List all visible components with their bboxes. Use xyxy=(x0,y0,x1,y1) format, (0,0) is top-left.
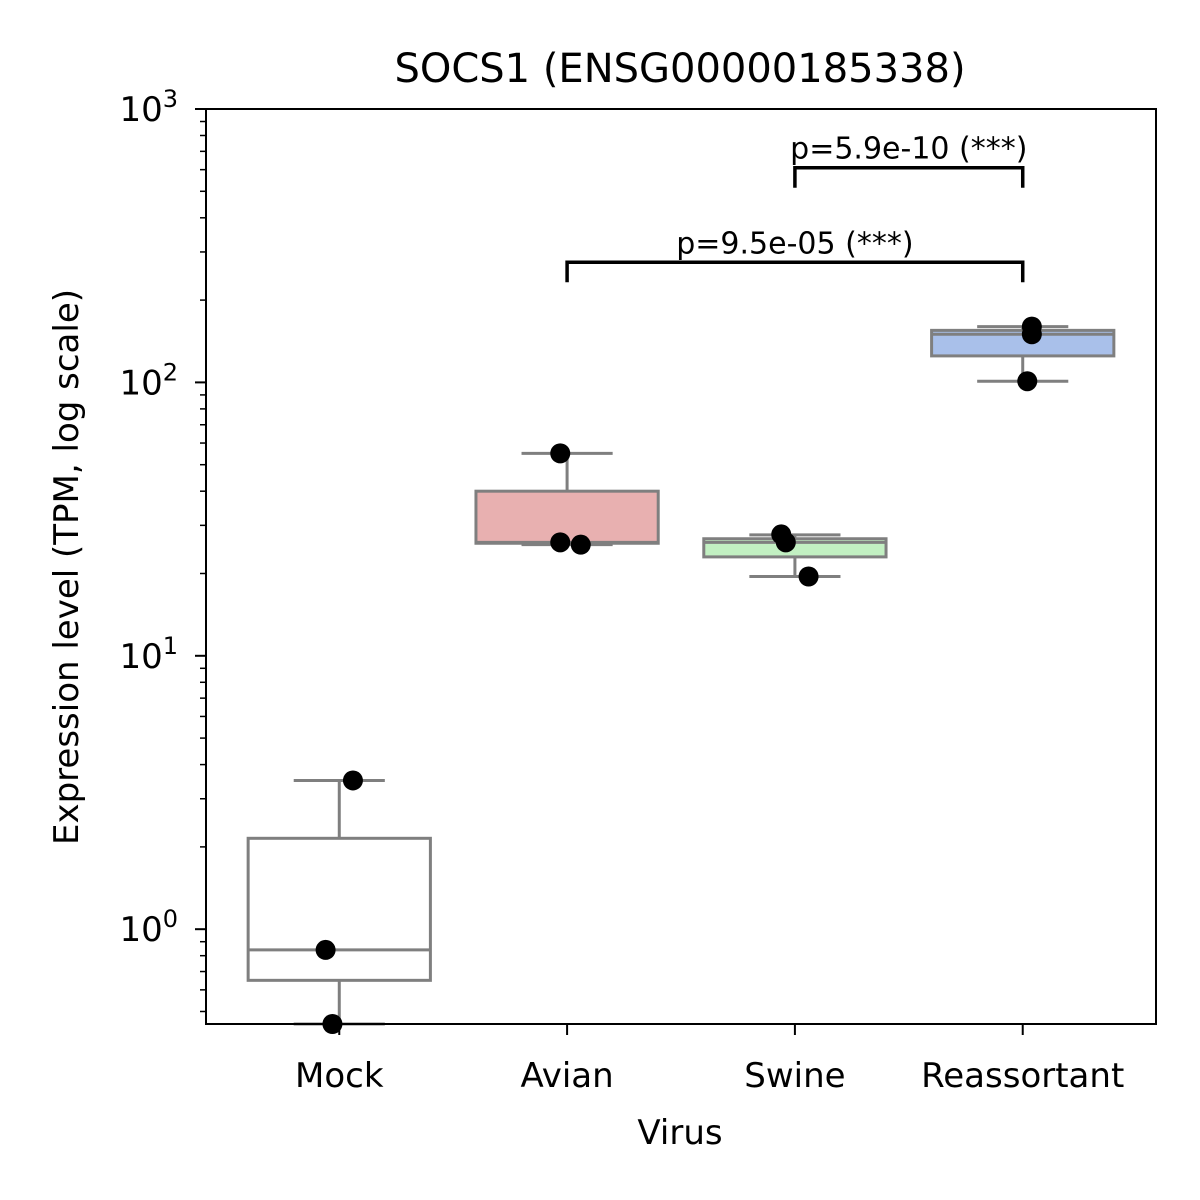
x-tick-label: Swine xyxy=(744,1056,845,1096)
y-tick-label: 102 xyxy=(119,358,178,403)
x-axis-label: Virus xyxy=(637,1113,722,1153)
axes: Mock Avian Swine Reassortant 100 101 102 103 xyxy=(119,85,1124,1096)
data-point-avian xyxy=(570,534,591,555)
y-tick-label: 101 xyxy=(119,632,178,677)
chart-title: SOCS1 (ENSG00000185338) xyxy=(394,46,965,92)
data-point-swine xyxy=(775,532,796,553)
x-tick-label: Reassortant xyxy=(921,1056,1124,1096)
x-tick-label: Mock xyxy=(295,1056,384,1096)
data-point-mock xyxy=(342,770,363,791)
significance-label: p=9.5e-05 (***) xyxy=(676,226,913,261)
data-point-reassortant xyxy=(1017,371,1038,392)
significance-bracket xyxy=(793,165,1025,188)
data-point-mock xyxy=(315,939,336,960)
y-tick-label: 103 xyxy=(119,85,178,130)
box-avian xyxy=(474,489,660,545)
data-point-swine xyxy=(798,566,819,587)
y-tick-label: 100 xyxy=(119,905,178,950)
significance-bracket xyxy=(565,260,1025,283)
data-point-reassortant xyxy=(1021,324,1042,345)
data-point-avian xyxy=(550,443,571,464)
box-mock xyxy=(246,836,432,982)
significance-label: p=5.9e-10 (***) xyxy=(790,132,1027,167)
data-point-avian xyxy=(550,532,571,553)
x-tick-label: Avian xyxy=(520,1056,613,1096)
plot-area: p=9.5e-05 (***) p=5.9e-10 (***) xyxy=(246,132,1116,1034)
plot-frame xyxy=(205,108,1157,1025)
y-axis-label: Expression level (TPM, log scale) xyxy=(47,289,87,845)
